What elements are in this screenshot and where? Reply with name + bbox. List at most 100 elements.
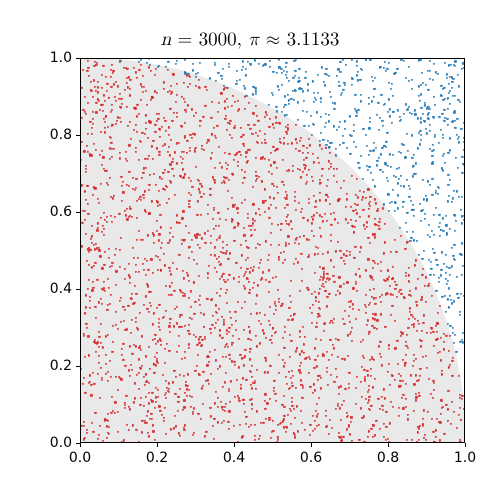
point-outside <box>312 80 314 82</box>
point-outside <box>382 171 384 173</box>
point-outside <box>310 115 312 117</box>
point-outside <box>443 263 445 265</box>
point-outside <box>239 79 241 81</box>
point-outside <box>409 240 411 242</box>
point-outside <box>370 172 372 174</box>
point-outside <box>408 66 410 68</box>
y-tick-label: 1.0 <box>42 50 72 66</box>
point-outside <box>221 78 223 80</box>
point-outside <box>338 121 340 123</box>
point-outside <box>379 169 381 171</box>
point-outside <box>387 180 389 182</box>
point-outside <box>356 60 358 62</box>
point-outside <box>429 274 431 276</box>
point-outside <box>424 120 426 122</box>
point-outside <box>449 103 451 105</box>
point-outside <box>389 153 391 155</box>
point-outside <box>294 70 296 72</box>
point-outside <box>255 90 257 92</box>
point-outside <box>351 77 353 79</box>
point-outside <box>428 224 430 226</box>
point-outside <box>459 209 461 211</box>
point-outside <box>422 113 424 115</box>
point-outside <box>447 184 449 186</box>
point-outside <box>453 111 455 113</box>
point-outside <box>344 128 346 130</box>
point-outside <box>446 118 448 120</box>
title-approx-val: ≈ 3.1133 <box>259 30 339 49</box>
point-outside <box>334 102 336 104</box>
point-outside <box>442 217 444 219</box>
point-outside <box>458 101 460 103</box>
point-outside <box>453 190 455 192</box>
point-outside <box>464 222 465 224</box>
point-outside <box>418 254 420 256</box>
point-outside <box>222 68 224 70</box>
y-tick <box>76 212 80 213</box>
point-outside <box>176 60 178 62</box>
point-outside <box>452 78 454 80</box>
point-outside <box>245 68 247 70</box>
point-outside <box>461 196 463 198</box>
point-outside <box>330 95 332 97</box>
point-outside <box>435 259 437 261</box>
point-outside <box>428 112 430 114</box>
point-inside <box>363 441 365 443</box>
point-outside <box>420 220 422 222</box>
point-outside <box>369 117 371 119</box>
point-outside <box>395 176 397 178</box>
x-tick-label: 0.2 <box>146 450 168 466</box>
point-outside <box>384 61 386 63</box>
point-outside <box>447 97 449 99</box>
point-outside <box>344 84 346 86</box>
point-outside <box>325 68 327 70</box>
point-outside <box>285 62 287 64</box>
point-outside <box>371 76 373 78</box>
point-outside <box>455 351 457 353</box>
x-tick <box>80 443 81 447</box>
point-outside <box>430 268 432 270</box>
point-outside <box>317 73 319 75</box>
point-outside <box>353 130 355 132</box>
point-outside <box>449 179 451 181</box>
point-outside <box>235 70 237 72</box>
point-outside <box>425 127 427 129</box>
y-tick <box>76 289 80 290</box>
point-outside <box>398 178 400 180</box>
point-inside <box>138 441 140 443</box>
point-outside <box>400 175 402 177</box>
point-outside <box>397 166 399 168</box>
point-outside <box>412 231 414 233</box>
point-outside <box>447 174 449 176</box>
point-outside <box>424 218 426 220</box>
title-n-var: n <box>161 30 172 49</box>
x-tick-label: 0.8 <box>377 450 399 466</box>
point-outside <box>325 122 327 124</box>
point-inside <box>433 441 435 443</box>
point-outside <box>462 141 464 143</box>
point-outside <box>459 293 461 295</box>
point-outside <box>447 298 449 300</box>
point-outside <box>438 222 440 224</box>
point-inside <box>193 442 195 443</box>
y-tick <box>76 443 80 444</box>
point-outside <box>264 63 266 65</box>
point-outside <box>445 215 447 217</box>
point-outside <box>431 162 433 164</box>
point-outside <box>320 101 322 103</box>
point-outside <box>396 68 398 70</box>
point-outside <box>447 195 449 197</box>
point-outside <box>453 342 455 344</box>
point-outside <box>440 129 442 131</box>
point-inside <box>276 441 278 443</box>
point-outside <box>390 166 392 168</box>
point-outside <box>431 230 433 232</box>
point-outside <box>228 63 230 65</box>
point-outside <box>411 156 413 158</box>
point-outside <box>420 93 422 95</box>
point-outside <box>294 90 296 92</box>
x-tick <box>465 443 466 447</box>
point-outside <box>397 109 399 111</box>
point-outside <box>403 60 405 62</box>
point-outside <box>304 77 306 79</box>
